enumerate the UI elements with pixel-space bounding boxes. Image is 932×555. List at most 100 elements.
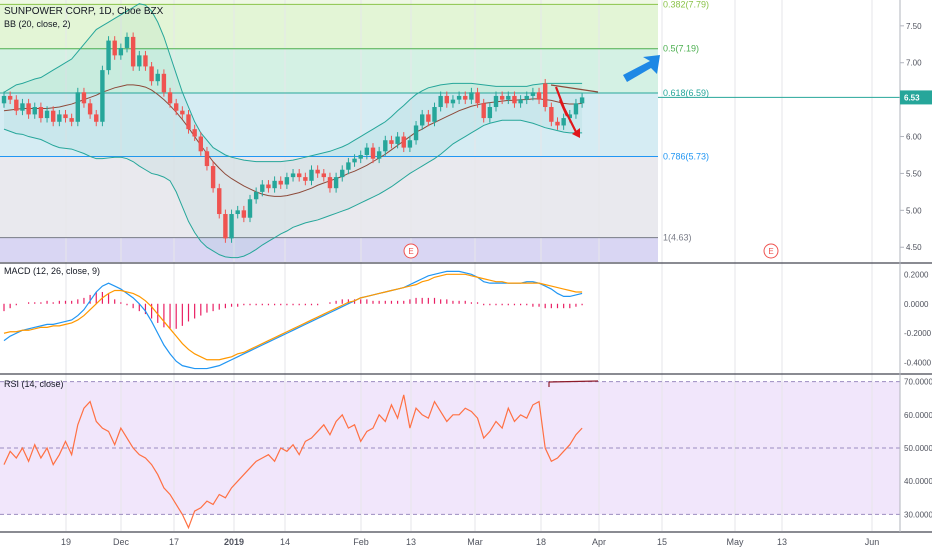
- x-tick-label: 14: [280, 537, 290, 547]
- rsi-trendline: [548, 380, 599, 383]
- x-tick-label: 13: [406, 537, 416, 547]
- candle-body: [536, 92, 542, 100]
- candle-body: [143, 55, 148, 67]
- candle-body: [241, 210, 247, 218]
- candle-body: [272, 180, 277, 189]
- last-price-badge: [900, 90, 932, 105]
- candle-body: [137, 55, 142, 67]
- candle-body: [463, 95, 468, 100]
- x-tick-label: 17: [169, 537, 179, 547]
- candle-body: [413, 125, 419, 141]
- macd-tick-label: 0.0000: [904, 300, 929, 309]
- bb-fill: [4, 3, 583, 258]
- candle-body: [543, 83, 548, 108]
- candle-body: [87, 103, 93, 115]
- candle-body: [57, 114, 62, 122]
- x-tick-label: 2019: [224, 537, 244, 547]
- bb-upper-line: [3, 3, 583, 163]
- candle-body: [247, 199, 253, 218]
- candle-body: [512, 95, 517, 104]
- candle-body: [561, 118, 566, 126]
- resistance-trendline: [550, 84, 599, 93]
- earnings-marker-1: [763, 243, 779, 259]
- candle-body: [223, 214, 228, 239]
- macd-line: [3, 270, 583, 370]
- price-tick-label: 6.00: [906, 133, 922, 142]
- x-tick-label: Jun: [865, 537, 880, 547]
- macd-signal-line: [3, 273, 583, 361]
- background-layer: [0, 0, 900, 515]
- candle-body: [7, 95, 13, 100]
- candle-body: [309, 169, 314, 181]
- candle-body: [315, 169, 320, 174]
- candle-body: [475, 92, 480, 104]
- earnings-marker-0: [403, 243, 419, 259]
- candle-body: [32, 107, 37, 115]
- candle-body: [44, 110, 50, 119]
- candle-body: [186, 114, 191, 130]
- x-tick-label: 15: [657, 537, 667, 547]
- candle-body: [456, 95, 462, 100]
- macd-indicator-label[interactable]: MACD (12, 26, close, 9): [4, 266, 100, 276]
- earnings-marker-label: E: [408, 247, 413, 256]
- x-tick-label: 19: [61, 537, 71, 547]
- rsi-tick-label: 40.0000: [904, 477, 932, 486]
- candle-body: [266, 184, 271, 189]
- candle-body: [340, 169, 345, 178]
- candle-body: [260, 184, 265, 192]
- macd-pane: [3, 270, 583, 370]
- candle-body: [204, 151, 210, 167]
- candle-body: [469, 92, 474, 100]
- candle-body: [174, 103, 179, 111]
- rsi-indicator-label[interactable]: RSI (14, close): [4, 379, 64, 389]
- candle-body: [192, 129, 197, 137]
- candle-body: [180, 110, 185, 115]
- candle-body: [155, 73, 160, 82]
- candle-body: [401, 136, 406, 148]
- macd-tick-label: -0.2000: [904, 329, 932, 338]
- candle-body: [290, 173, 296, 178]
- red-arrowhead: [572, 128, 580, 138]
- candle-body: [75, 92, 80, 122]
- candle-body: [346, 162, 351, 170]
- candle-body: [506, 95, 511, 100]
- candle-body: [524, 95, 529, 100]
- bb-indicator-label[interactable]: BB (20, close, 2): [4, 19, 71, 29]
- candle-body: [358, 154, 363, 159]
- x-tick-label: 13: [777, 537, 787, 547]
- candle-body: [284, 177, 290, 185]
- candle-body: [100, 70, 105, 122]
- fib-label-0.382: 0.382(7.79): [663, 0, 709, 9]
- x-tick-label: 18: [536, 537, 546, 547]
- candle-body: [118, 47, 124, 56]
- candle-body: [210, 166, 216, 189]
- candle-body: [94, 114, 99, 122]
- candle-body: [579, 97, 585, 104]
- candle-body: [112, 40, 117, 56]
- bb-lower-line: [3, 119, 583, 259]
- candle-body: [333, 177, 339, 189]
- candle-body: [149, 66, 154, 82]
- candle-body: [518, 99, 523, 104]
- macd-tick-label: -0.4000: [904, 359, 932, 368]
- candle-body: [106, 40, 111, 71]
- candle-body: [432, 107, 437, 122]
- candle-body: [499, 95, 505, 100]
- symbol-title: SUNPOWER CORP, 1D, Cboe BZX: [4, 6, 164, 17]
- candle-body: [376, 151, 382, 159]
- candle-body: [253, 191, 259, 200]
- candle-body: [161, 73, 167, 93]
- fib-zone-top: [0, 0, 658, 5]
- candle-body: [438, 95, 443, 108]
- candle-body: [321, 173, 326, 178]
- candle-body: [444, 95, 449, 104]
- candle-body: [303, 177, 308, 181]
- candle-body: [278, 180, 283, 185]
- candle-body: [327, 177, 333, 189]
- candle-body: [487, 107, 493, 119]
- candle-body: [426, 114, 431, 122]
